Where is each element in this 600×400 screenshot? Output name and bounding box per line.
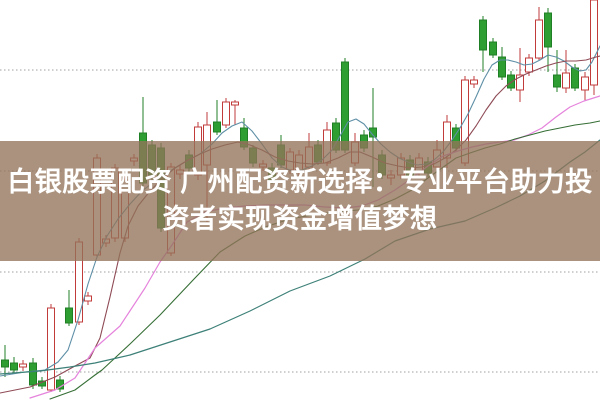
candle-red bbox=[590, 0, 598, 95]
candle-body bbox=[84, 295, 92, 302]
candle-body bbox=[213, 121, 221, 133]
candle-body bbox=[571, 67, 579, 89]
candle-body bbox=[590, 0, 598, 86]
candle-green bbox=[29, 358, 37, 389]
candle-body bbox=[535, 19, 543, 59]
candle-body bbox=[19, 363, 27, 368]
candle-body bbox=[470, 79, 478, 85]
candle-red bbox=[47, 304, 55, 392]
candle-red bbox=[222, 98, 230, 128]
candle-body bbox=[47, 307, 55, 391]
title-banner-overlay: 白银股票配资 广州配资新选择：专业平台助力投 资者实现资金增值梦想 bbox=[0, 141, 600, 261]
candle-green bbox=[65, 290, 73, 326]
candle-body bbox=[369, 127, 377, 138]
candle-body bbox=[544, 12, 552, 48]
candle-red bbox=[470, 76, 478, 88]
candle-body bbox=[341, 61, 349, 151]
candle-body bbox=[222, 101, 230, 126]
candle-red bbox=[562, 50, 570, 93]
candle-body bbox=[581, 76, 589, 91]
candle-red bbox=[231, 100, 239, 125]
candle-red bbox=[581, 72, 589, 100]
candle-body bbox=[479, 19, 487, 51]
banner-title-line-1: 白银股票配资 广州配资新选择：专业平台助力投 bbox=[7, 167, 593, 197]
candle-body bbox=[10, 362, 18, 371]
candle-green bbox=[56, 376, 64, 392]
candle-body bbox=[29, 362, 37, 386]
candle-green bbox=[479, 16, 487, 72]
candle-red bbox=[516, 48, 524, 102]
banner-title-line-2: 资者实现资金增值梦想 bbox=[162, 204, 438, 234]
candle-body bbox=[231, 101, 239, 106]
candle-green bbox=[1, 345, 9, 377]
candle-green bbox=[213, 100, 221, 135]
candle-body bbox=[489, 41, 497, 56]
candle-body bbox=[516, 74, 524, 91]
candle-green bbox=[544, 8, 552, 72]
candle-green bbox=[10, 357, 18, 373]
candle-green bbox=[507, 71, 515, 91]
candle-red bbox=[535, 7, 543, 60]
candle-body bbox=[1, 359, 9, 368]
candle-body bbox=[65, 307, 73, 324]
candle-body bbox=[553, 74, 561, 88]
candle-green bbox=[498, 47, 506, 80]
candle-green bbox=[489, 38, 497, 58]
candle-body bbox=[498, 56, 506, 78]
candle-red bbox=[19, 360, 27, 371]
candle-body bbox=[562, 72, 570, 89]
candle-green bbox=[341, 58, 349, 153]
candle-body bbox=[507, 74, 515, 89]
